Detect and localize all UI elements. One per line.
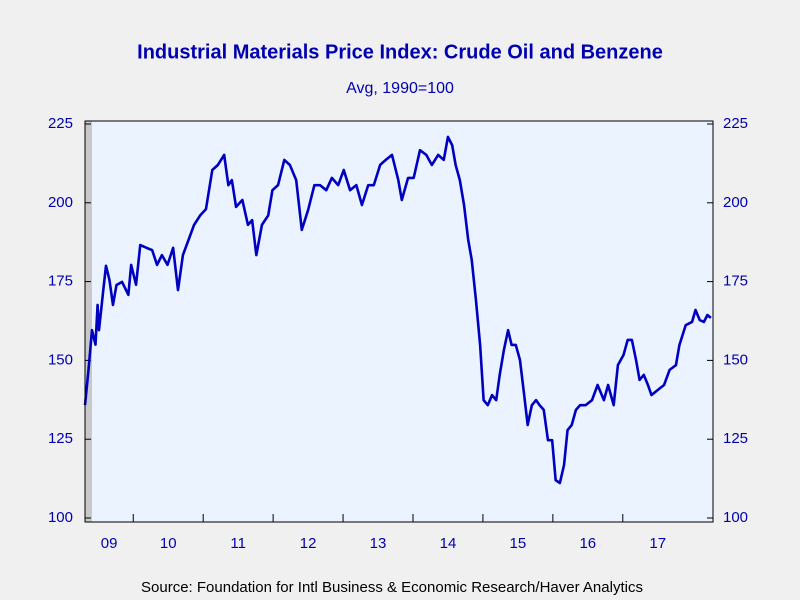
x-tick-label: 09 <box>101 535 118 552</box>
y2-tick-label: 200 <box>723 194 748 211</box>
chart-title: Industrial Materials Price Index: Crude … <box>137 41 663 63</box>
plot-frame <box>84 120 714 523</box>
x-tick-label: 11 <box>230 535 246 552</box>
y2-tick-label: 175 <box>723 273 748 290</box>
x-tick-label: 16 <box>579 535 596 552</box>
x-tick-label: 10 <box>160 535 177 552</box>
x-tick-label: 14 <box>440 535 457 552</box>
y-tick-label: 175 <box>48 273 73 290</box>
chart-subtitle: Avg, 1990=100 <box>346 80 454 97</box>
y-tick-label: 100 <box>48 509 73 526</box>
x-tick-label: 13 <box>370 535 387 552</box>
y2-tick-label: 100 <box>723 509 748 526</box>
data-line <box>83 135 712 485</box>
y-tick-label: 125 <box>48 430 73 447</box>
y-tick-label: 225 <box>48 115 73 132</box>
y2-tick-label: 125 <box>723 430 748 447</box>
x-tick-label: 12 <box>300 535 317 552</box>
x-tick-label: 15 <box>510 535 527 552</box>
source-note: Source: Foundation for Intl Business & E… <box>141 579 643 596</box>
recession-shade <box>85 121 92 522</box>
y2-tick-label: 225 <box>723 115 748 132</box>
y-tick-label: 200 <box>48 194 73 211</box>
y-tick-label: 150 <box>48 351 73 368</box>
y2-tick-label: 150 <box>723 351 748 368</box>
x-tick-label: 17 <box>649 535 666 552</box>
